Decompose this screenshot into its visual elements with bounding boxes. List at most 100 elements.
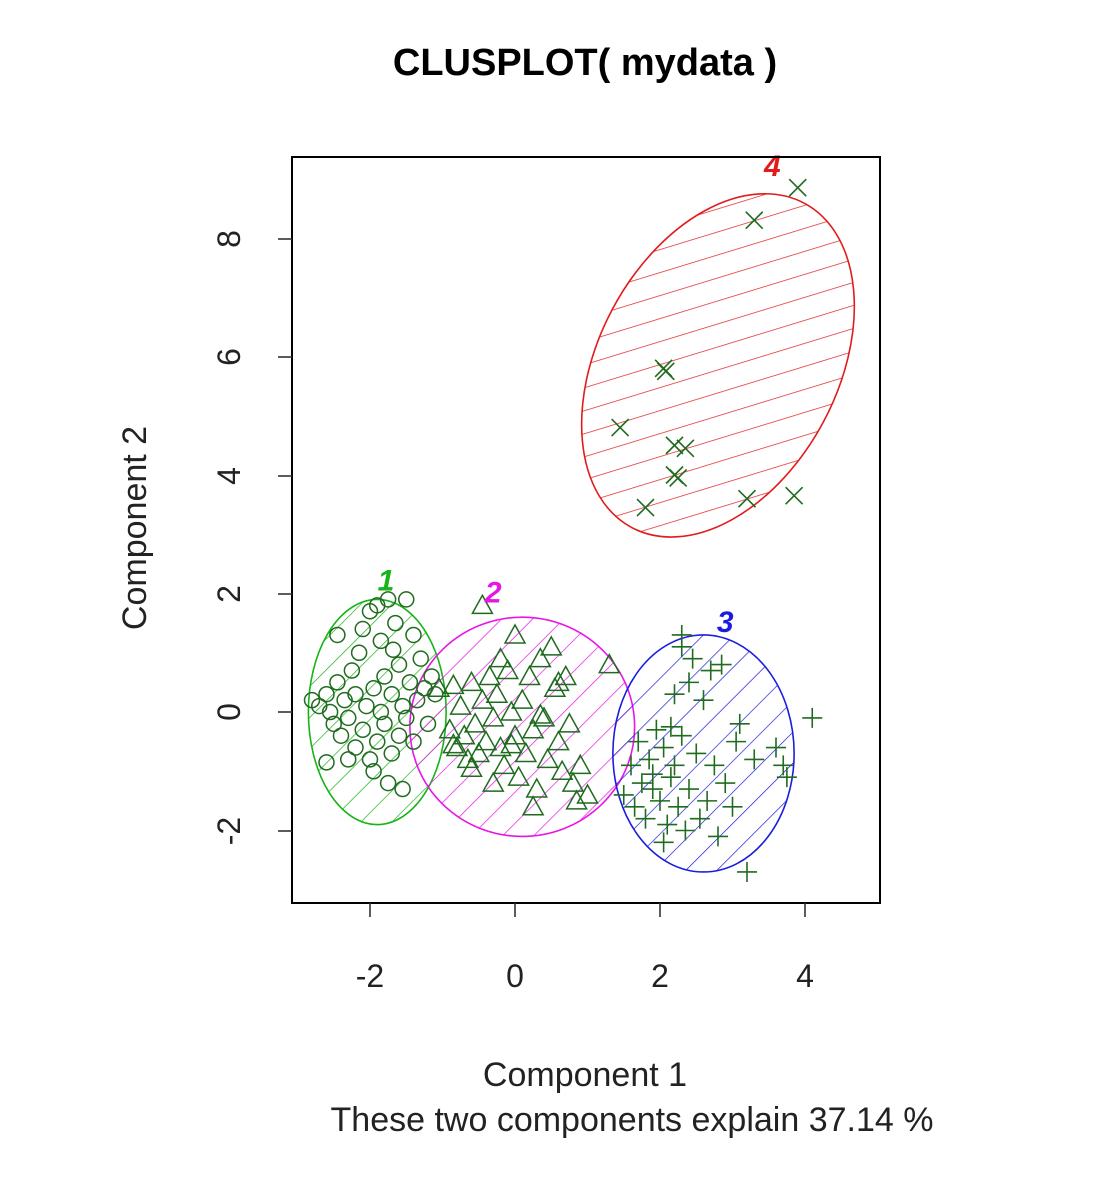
- cluster-3-point-21: [679, 779, 699, 800]
- variance-caption: These two components explain 37.14 %: [331, 1101, 934, 1139]
- cluster-1-point-25: [379, 591, 397, 608]
- cluster-1-point-27: [383, 685, 400, 703]
- cluster-2-point-2: [438, 718, 462, 739]
- cluster-3-point-18: [671, 725, 692, 746]
- cluster-1-point-31: [394, 697, 411, 715]
- cluster-1-point-49: [365, 763, 382, 780]
- cluster-3-point-19: [675, 820, 696, 841]
- cluster-1-point-17: [361, 751, 379, 768]
- cluster-3-point-36: [744, 749, 765, 770]
- cluster-4-label: 4: [763, 150, 781, 183]
- cluster-4-point-9: [737, 489, 757, 508]
- cluster-3-point-39: [776, 767, 797, 788]
- cluster-2-point-47: [547, 670, 570, 692]
- cluster-2-point-27: [518, 664, 541, 686]
- cluster-1-point-38: [412, 650, 429, 667]
- cluster-2-point-3: [442, 673, 465, 695]
- cluster-1-point-18: [365, 680, 382, 697]
- cluster-3-point-7: [639, 749, 660, 770]
- cluster-1-point-35: [405, 626, 422, 644]
- cluster-3-point-14: [664, 684, 685, 705]
- y-tick-label-0: 0: [211, 703, 247, 721]
- cluster-1-label: 1: [378, 565, 395, 598]
- cluster-3-point-43: [642, 764, 663, 785]
- cluster-1-point-42: [427, 685, 444, 703]
- cluster-3-point-42: [660, 716, 681, 737]
- cluster-1-point-9: [340, 709, 357, 727]
- cluster-4-point-1: [611, 418, 630, 437]
- axis-layer: -2 0 2 4 -2 0 2 4 6 8: [211, 156, 881, 994]
- cluster-3-point-24: [689, 808, 710, 829]
- cluster-1-point-20: [369, 733, 386, 750]
- cluster-2-point-19: [492, 753, 516, 775]
- y-tick-label--2: -2: [211, 817, 247, 845]
- cluster-3-point-23: [686, 743, 707, 764]
- cluster-2-point-1: [427, 676, 451, 698]
- cluster-2-point-14: [478, 664, 501, 686]
- cluster-2-point-24: [507, 765, 530, 786]
- cluster-3-point-3: [624, 796, 645, 817]
- cluster-3-point-29: [708, 826, 728, 847]
- cluster-1-point-26: [383, 745, 400, 762]
- cluster-2-point-31: [532, 706, 556, 727]
- x-tick-label--2: -2: [356, 958, 384, 994]
- cluster-2-point-11: [471, 593, 494, 615]
- plot-frame: [291, 156, 881, 904]
- cluster-2-point-30: [529, 647, 552, 668]
- cluster-3-point-11: [653, 737, 674, 758]
- cluster-label-layer: 1 2 3 4: [378, 150, 781, 639]
- cluster-3-point-1: [613, 784, 634, 805]
- cluster-3-point-25: [693, 690, 714, 711]
- cluster-2-point-4: [445, 736, 469, 757]
- x-axis-title: Component 1: [483, 1056, 687, 1094]
- y-tick-label-8: 8: [211, 230, 247, 248]
- cluster-3-point-44: [653, 832, 674, 853]
- cluster-3-point-27: [700, 660, 721, 681]
- cluster-1-point-12: [347, 685, 364, 703]
- cluster-2-point-39: [561, 771, 585, 792]
- cluster-1-point-28: [387, 614, 404, 632]
- cluster-3-point-22: [682, 648, 703, 669]
- point-layer: [303, 178, 823, 882]
- cluster-2-point-42: [576, 783, 599, 804]
- cluster-1-point-30: [390, 656, 408, 673]
- cluster-1-point-22: [372, 632, 390, 650]
- x-tick-label-4: 4: [796, 958, 814, 994]
- cluster-2-point-36: [550, 759, 574, 780]
- y-axis-title: Component 2: [116, 426, 154, 630]
- cluster-2-point-50: [500, 733, 523, 754]
- cluster-1-point-14: [354, 721, 371, 739]
- cluster-1-point-7: [332, 727, 350, 744]
- cluster-1-point-34: [401, 674, 419, 691]
- cluster-1-point-43: [340, 751, 357, 768]
- cluster-3-point-6: [635, 808, 656, 829]
- x-tick-label-2: 2: [651, 958, 669, 994]
- cluster-4-point-12: [785, 486, 804, 505]
- cluster-3-point-13: [660, 767, 681, 788]
- y-tick-label-4: 4: [211, 467, 247, 485]
- cluster-3-ellipse: [612, 634, 795, 873]
- cluster-2-point-22: [503, 724, 527, 745]
- cluster-3-point-4: [628, 731, 649, 752]
- cluster-3-point-2: [621, 755, 641, 776]
- cluster-2-point-7: [456, 747, 480, 769]
- cluster-2-point-35: [547, 730, 570, 751]
- cluster-2-point-9: [463, 712, 487, 733]
- cluster-3-point-9: [646, 719, 667, 740]
- cluster-2-point-21: [500, 700, 523, 721]
- cluster-2-point-8: [460, 670, 483, 692]
- cluster-1-point-10: [343, 662, 361, 679]
- cluster-1-point-40: [419, 715, 437, 733]
- cluster-2-point-32: [536, 747, 559, 769]
- cluster-3-point-38: [773, 755, 794, 776]
- cluster-3-point-41: [671, 624, 692, 645]
- cluster-2-point-15: [481, 706, 505, 727]
- cluster-2-point-28: [521, 718, 545, 739]
- cluster-2-point-6: [452, 724, 476, 745]
- cluster-1-point-23: [376, 715, 393, 733]
- cluster-4-point-11: [788, 178, 807, 197]
- cluster-2-point-13: [474, 730, 498, 751]
- cluster-3-point-35: [737, 861, 757, 882]
- cluster-2-point-10: [467, 741, 491, 763]
